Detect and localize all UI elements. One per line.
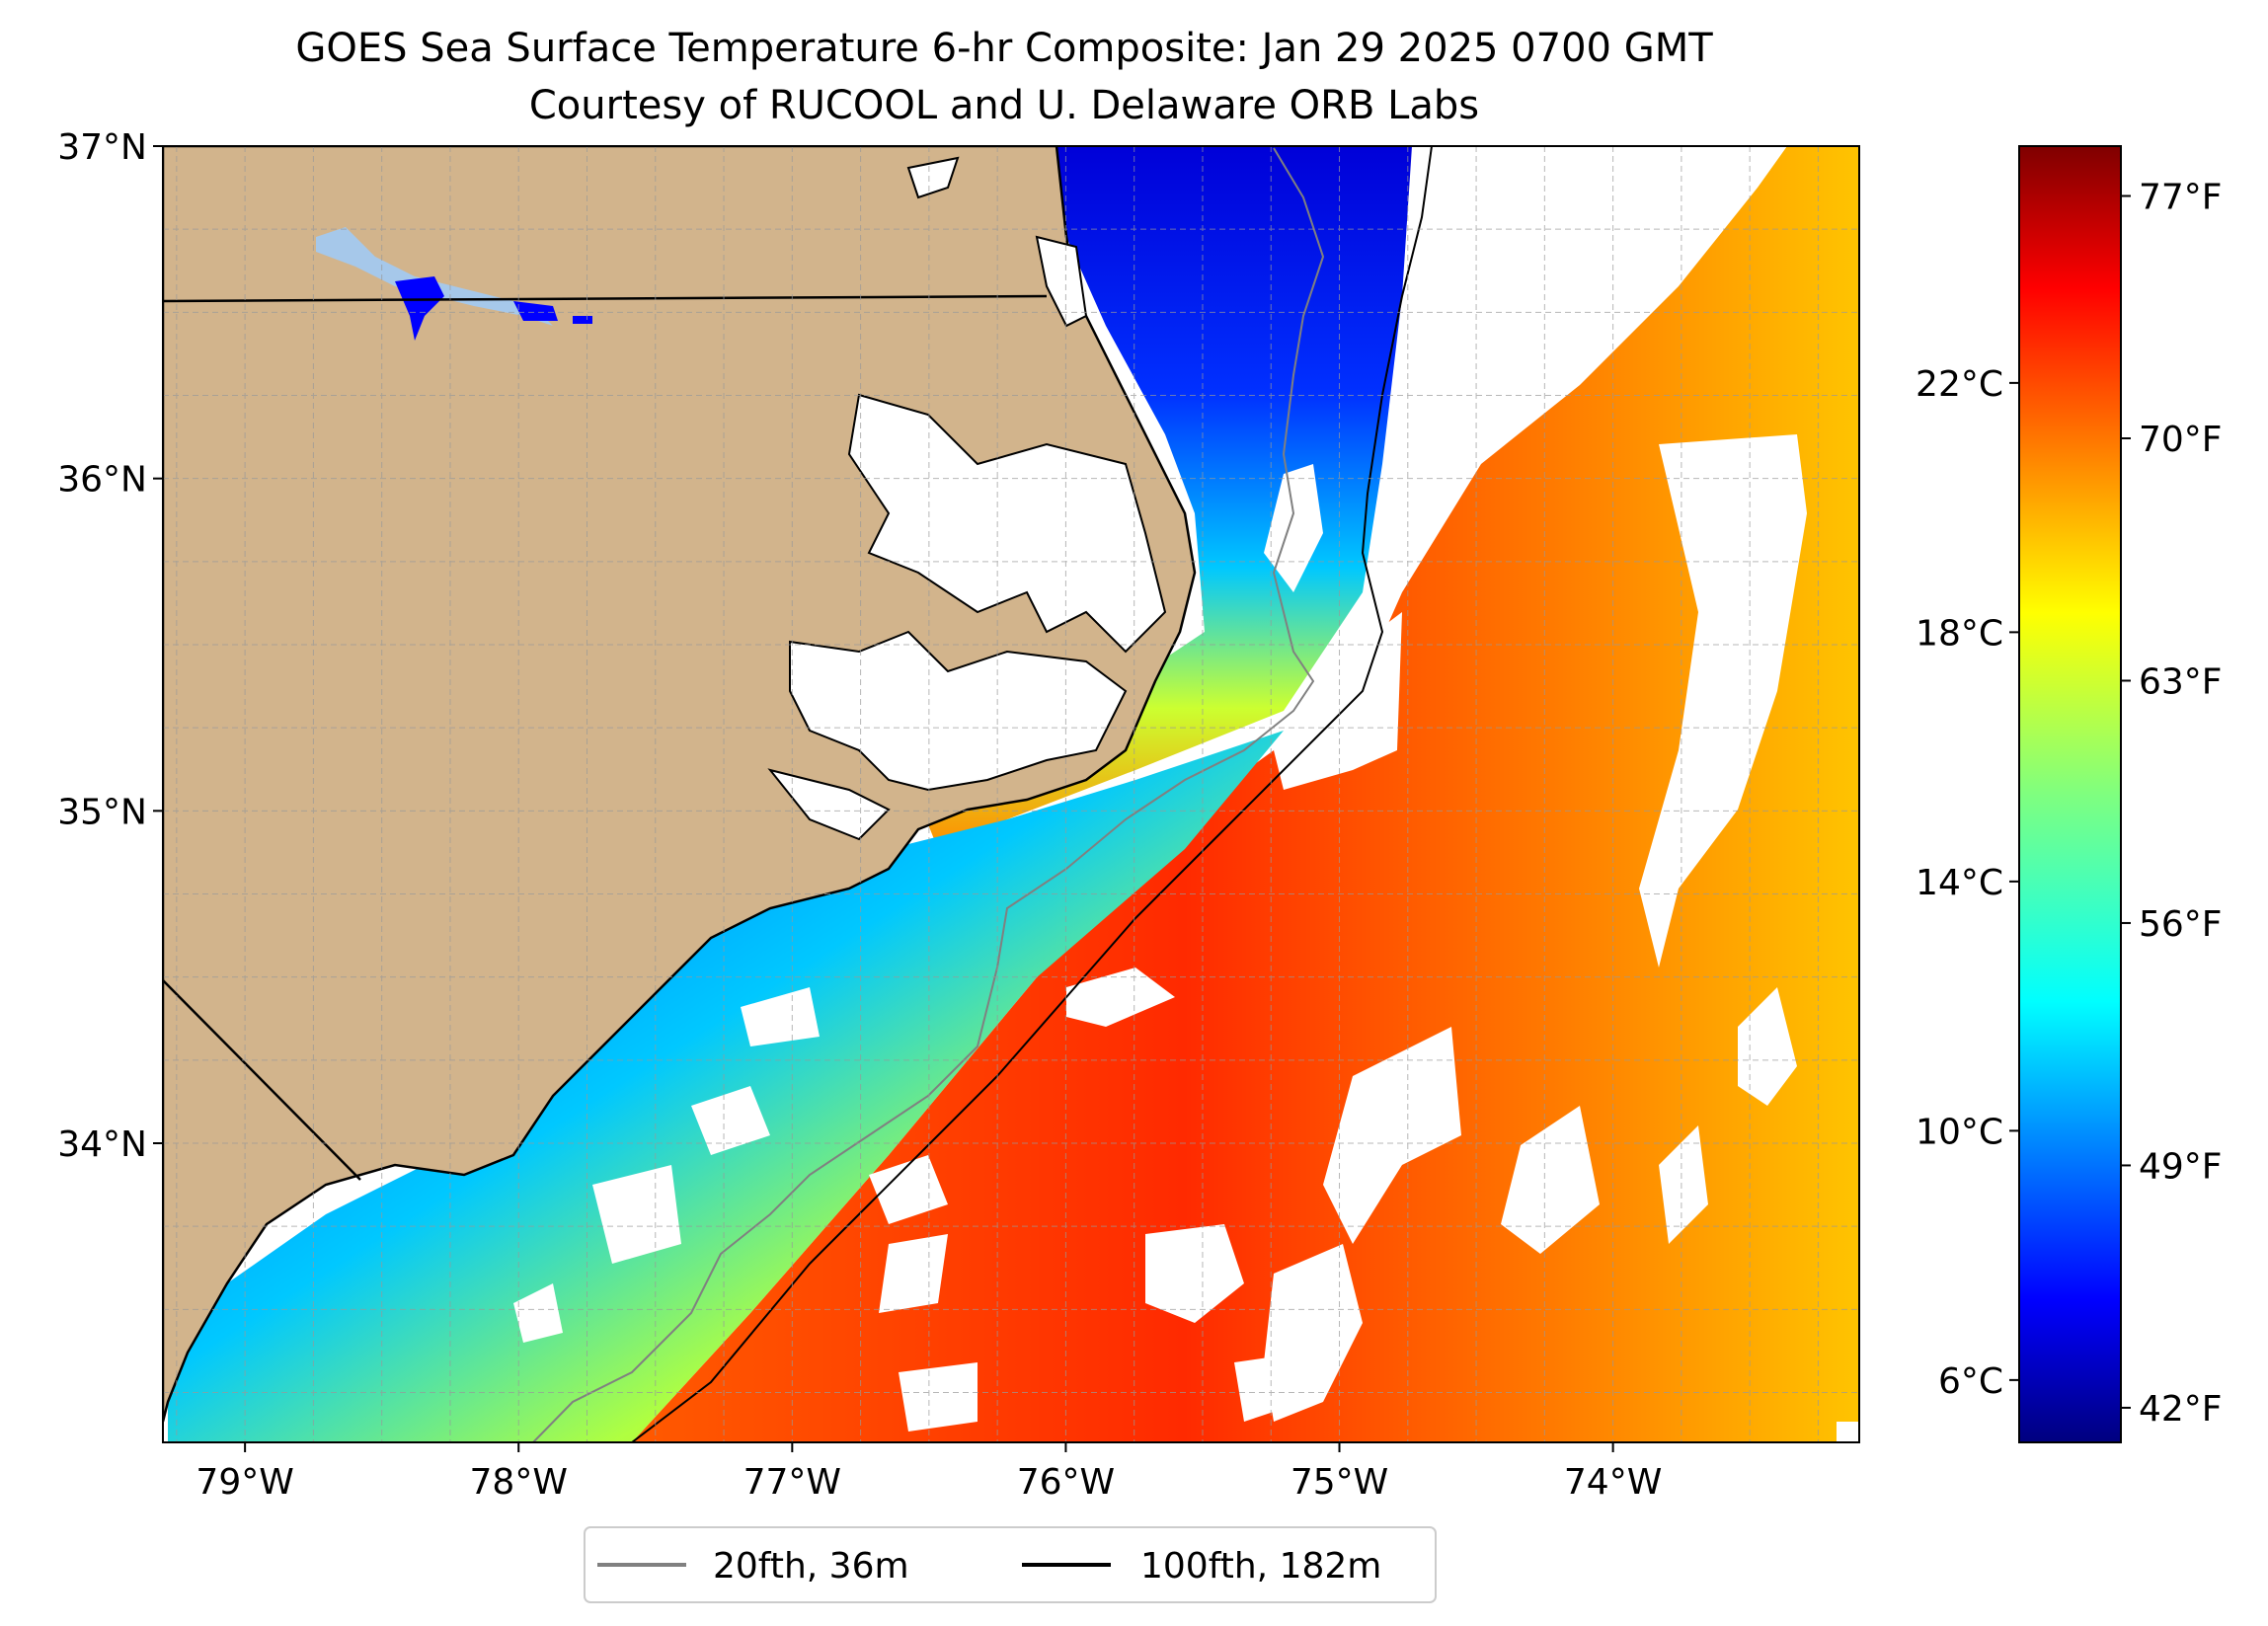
legend-box [584,1526,1437,1603]
northern-shelf-water [918,146,1412,849]
colorbar: 6°C 10°C 14°C 18°C 22°C 42°F 49°F 56°F 63°F 70°F 7… [1916,145,2223,1443]
lat-tick-label: 34°N [57,1124,147,1165]
fahrenheit-tick-label: 49°F [2139,1146,2223,1187]
fahrenheit-tick-label: 56°F [2139,904,2223,945]
lon-tick-label: 78°W [470,1462,568,1503]
legend: 20fth, 36m 100fth, 182m [584,1526,1437,1603]
fahrenheit-tick-label: 42°F [2139,1389,2223,1430]
celsius-tick-label: 6°C [1938,1361,2003,1402]
lat-tick-label: 35°N [57,792,147,832]
offshore-warm-water [632,146,1859,1442]
state-borders [163,294,1048,1181]
lat-tick-label: 36°N [57,460,147,501]
lon-tick-label: 75°W [1290,1462,1388,1503]
bathymetry-contours [532,146,1433,1442]
title-line1: GOES Sea Surface Temperature 6-hr Compos… [295,26,1713,71]
inland-sounds [767,156,1167,841]
contour-100fth [631,146,1433,1442]
celsius-tick-label: 18°C [1916,613,2003,654]
legend-label-20fth: 20fth, 36m [713,1546,909,1587]
celsius-tick-label: 22°C [1916,364,2003,405]
celsius-tick-label: 10°C [1916,1112,2003,1152]
fahrenheit-tick-label: 63°F [2139,661,2223,702]
map-gridlines [163,146,1859,1442]
celsius-tick-label: 14°C [1916,863,2003,903]
cloud-gaps [513,434,1859,1442]
lon-tick-label: 76°W [1017,1462,1115,1503]
colorbar-gradient [2018,145,2122,1443]
title-line2: Courtesy of RUCOOL and U. Delaware ORB L… [529,83,1479,128]
map-panel [163,146,1859,1442]
lon-tick-label: 74°W [1564,1462,1662,1503]
colorbar-ticks: 6°C 10°C 14°C 18°C 22°C 42°F 49°F 56°F 63°F 70°F 7… [1916,178,2222,1430]
lon-tick-label: 77°W [743,1462,841,1503]
fahrenheit-tick-label: 70°F [2139,420,2223,460]
map-axes: 37°N 36°N 35°N 34°N 79°W 78°W 77°W 76°W 75°W 74°W [57,127,1662,1503]
fahrenheit-tick-label: 77°F [2139,178,2223,218]
lat-tick-label: 37°N [57,127,147,168]
contour-20fth [532,147,1325,1442]
southern-shelf-water [168,731,1284,1442]
lon-tick-label: 79°W [196,1462,293,1503]
legend-label-100fth: 100fth, 182m [1140,1546,1381,1587]
map-frame [162,145,1860,1443]
lakes [316,227,592,341]
